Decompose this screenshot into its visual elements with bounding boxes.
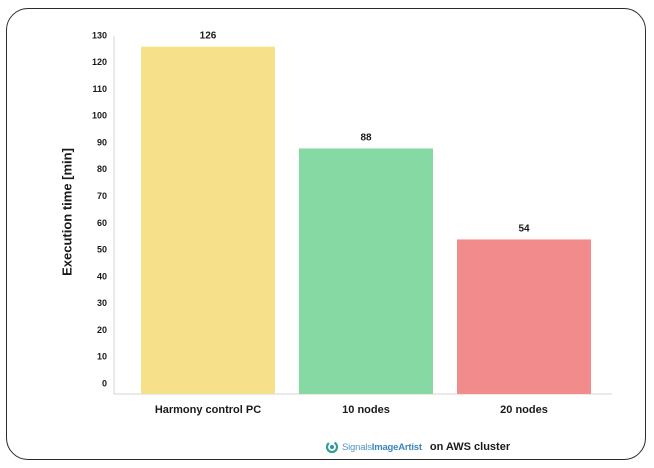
brand-name-part1: Signals [342,441,372,453]
bar-value-label: 54 [518,223,530,234]
category-labels: Harmony control PC 10 nodes 20 nodes [155,404,548,416]
footer-caption: Signals ImageArtist on AWS cluster [326,438,510,456]
y-tick-label: 0 [102,378,107,388]
bars [141,46,591,394]
y-tick-labels: 0 10 20 30 40 50 60 70 80 90 100 110 120 130 [92,30,107,388]
category-label: 20 nodes [500,404,548,416]
category-label: Harmony control PC [155,404,261,416]
brand-name-part2: ImageArtist [371,441,422,453]
y-tick-label: 60 [97,218,107,228]
y-tick-label: 10 [97,352,107,362]
y-tick-label: 20 [97,325,107,335]
y-tick-label: 130 [92,30,107,40]
y-axis-label: Execution time [min] [59,148,74,276]
bar-value-label: 88 [360,132,372,143]
y-tick-label: 80 [97,164,107,174]
y-tick-label: 50 [97,245,107,255]
bar-value-label: 126 [200,31,217,42]
y-tick-label: 90 [97,137,107,147]
bar [299,148,433,394]
y-tick-label: 110 [92,84,107,94]
y-tick-label: 30 [97,298,107,308]
y-tick-label: 100 [92,111,107,121]
category-label: 10 nodes [342,404,390,416]
bar [457,239,591,394]
data-labels: 126 88 54 [200,31,530,235]
y-tick-label: 70 [97,191,107,201]
signals-image-artist-logo-icon [326,441,338,453]
footer-note: on AWS cluster [429,441,511,453]
y-tick-label: 40 [97,271,107,281]
y-tick-label: 120 [92,57,107,67]
bar [141,46,275,394]
